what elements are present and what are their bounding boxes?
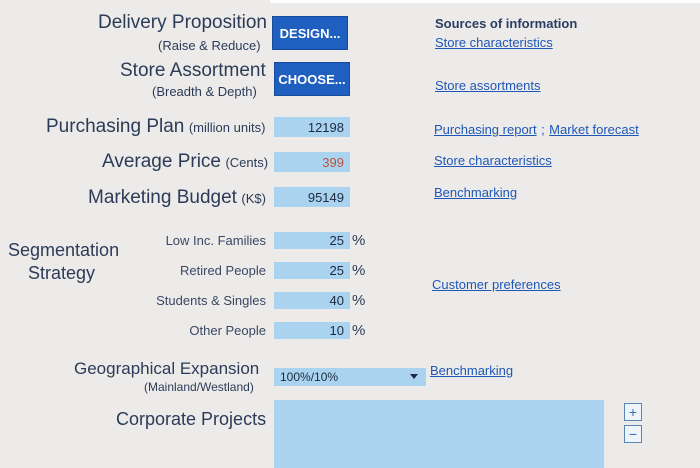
chevron-down-icon[interactable]	[410, 374, 418, 379]
geo-expansion-label: Geographical Expansion	[74, 359, 260, 378]
top-edge	[270, 0, 700, 3]
link-customer-preferences[interactable]: Customer preferences	[432, 277, 561, 292]
segment-label-other: Other People	[189, 323, 266, 338]
marketing-budget-input[interactable]: 95149	[274, 187, 350, 207]
link-store-assortments[interactable]: Store assortments	[435, 78, 541, 93]
geo-expansion-sub: (Mainland/Westland)	[144, 380, 254, 394]
delivery-proposition-sub: (Raise & Reduce)	[158, 38, 261, 53]
average-price-label-group: Average Price (Cents)	[102, 151, 268, 173]
design-button[interactable]: DESIGN...	[272, 16, 348, 50]
average-price-label: Average Price	[102, 151, 221, 172]
store-assortment-sub: (Breadth & Depth)	[152, 84, 257, 99]
marketing-budget-label: Marketing Budget	[88, 187, 237, 208]
segment-label-low-inc: Low Inc. Families	[165, 233, 266, 248]
purchasing-plan-unit: (million units)	[188, 120, 266, 135]
plus-icon[interactable]: +	[624, 403, 642, 421]
link-benchmarking-geo[interactable]: Benchmarking	[430, 363, 514, 378]
purchasing-links: Purchasing report ; Market forecast	[434, 121, 639, 139]
marketing-budget-unit: (K$)	[241, 191, 266, 206]
link-benchmarking-marketing[interactable]: Benchmarking	[434, 185, 518, 200]
segment-input-other[interactable]: 10	[274, 322, 350, 339]
link-purchasing-report[interactable]: Purchasing report	[434, 122, 537, 137]
purchasing-links-separator: ;	[541, 122, 545, 137]
segment-unit-other: %	[352, 322, 366, 339]
average-price-unit: (Cents)	[225, 155, 269, 170]
link-market-forecast[interactable]: Market forecast	[549, 122, 639, 137]
marketing-budget-label-group: Marketing Budget (K$)	[88, 187, 266, 209]
segment-unit-students: %	[352, 292, 366, 309]
choose-button[interactable]: CHOOSE...	[274, 62, 350, 96]
segment-input-students[interactable]: 40	[274, 292, 350, 309]
corporate-projects-textarea[interactable]	[274, 400, 604, 468]
geo-expansion-selected-value: 100%/10%	[280, 370, 339, 384]
segmentation-label-line2: Strategy	[28, 263, 96, 283]
purchasing-plan-input[interactable]: 12198	[274, 117, 350, 137]
segment-unit-low-inc: %	[352, 232, 366, 249]
purchasing-plan-label-group: Purchasing Plan (million units)	[46, 116, 265, 138]
segment-unit-retired: %	[352, 262, 366, 279]
delivery-proposition-label: Delivery Proposition	[98, 12, 267, 33]
segment-label-students: Students & Singles	[156, 293, 266, 308]
segment-input-retired[interactable]: 25	[274, 262, 350, 279]
store-assortment-label: Store Assortment	[120, 60, 266, 81]
segmentation-label-line1: Segmentation	[8, 240, 120, 260]
sources-title: Sources of information	[435, 16, 578, 31]
link-store-characteristics-delivery[interactable]: Store characteristics	[435, 35, 553, 50]
geo-expansion-select[interactable]: 100%/10%	[274, 368, 426, 386]
link-store-characteristics-price[interactable]: Store characteristics	[434, 153, 552, 168]
segment-input-low-inc[interactable]: 25	[274, 232, 350, 249]
average-price-input[interactable]: 399	[274, 152, 350, 172]
purchasing-plan-label: Purchasing Plan	[46, 116, 185, 137]
corporate-projects-label: Corporate Projects	[116, 409, 267, 429]
segment-label-retired: Retired People	[180, 263, 266, 278]
minus-icon[interactable]: −	[624, 425, 642, 443]
